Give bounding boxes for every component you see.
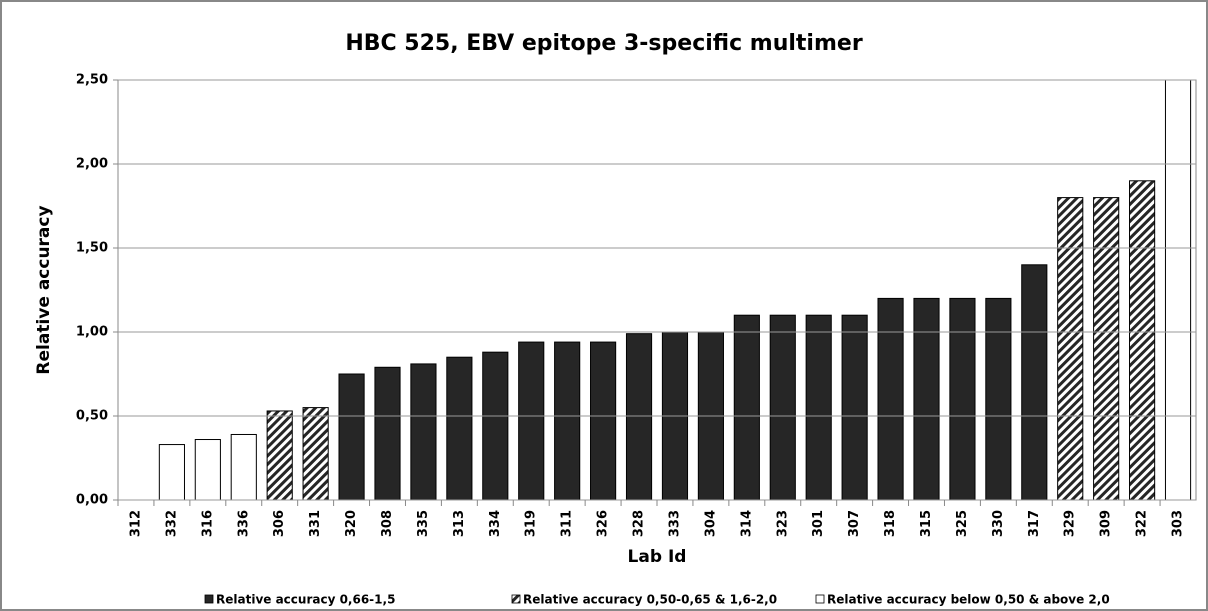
x-tick-label: 315	[919, 510, 934, 537]
x-tick-label: 331	[308, 510, 323, 537]
x-tick-label: 329	[1063, 510, 1078, 537]
y-tick-label: 0,50	[76, 409, 108, 424]
bar	[518, 341, 545, 501]
x-tick-label: 306	[272, 510, 287, 537]
legend-label: Relative accuracy below 0,50 & above 2,0	[827, 593, 1110, 607]
x-tick-label: 336	[236, 510, 251, 537]
bar	[338, 373, 365, 501]
bar	[733, 314, 760, 501]
legend-marker	[815, 594, 825, 604]
bar	[302, 407, 329, 501]
bar	[805, 314, 832, 501]
legend-label: Relative accuracy 0,66-1,5	[216, 593, 395, 607]
bar	[554, 341, 581, 501]
bar	[374, 366, 401, 501]
x-tick-label: 334	[488, 510, 503, 537]
chart-title: HBC 525, EBV epitope 3-specific multimer	[345, 31, 863, 56]
x-tick-label: 328	[632, 510, 647, 537]
x-tick-label: 308	[380, 510, 395, 537]
x-tick-label: 318	[883, 510, 898, 537]
bar	[482, 351, 509, 501]
x-tick-label: 330	[991, 510, 1006, 537]
bar	[769, 314, 796, 501]
bar	[985, 297, 1012, 501]
bar	[266, 410, 293, 501]
x-tick-label: 323	[775, 510, 790, 537]
y-tick-label: 1,00	[76, 325, 108, 340]
bar	[1129, 180, 1156, 501]
y-tick-label: 2,50	[76, 73, 108, 88]
bar	[194, 439, 221, 501]
legend-marker	[511, 594, 521, 604]
bar	[1057, 197, 1084, 501]
x-tick-label: 322	[1135, 510, 1150, 537]
x-tick-label: 320	[344, 510, 359, 537]
x-tick-label: 304	[703, 510, 718, 537]
bar	[877, 297, 904, 501]
bar	[625, 333, 653, 501]
y-tick-label: 0,00	[76, 493, 108, 508]
legend-marker	[204, 594, 214, 604]
x-tick-label: 313	[452, 510, 467, 537]
x-tick-label: 314	[739, 510, 754, 537]
y-tick-label: 1,50	[76, 241, 108, 256]
bar	[949, 297, 976, 501]
bar	[841, 314, 868, 501]
x-tick-label: 325	[955, 510, 970, 537]
x-tick-label: 326	[596, 510, 611, 537]
x-tick-label: 309	[1099, 510, 1114, 537]
bar	[1093, 197, 1120, 501]
bar	[410, 363, 437, 501]
x-tick-label: 317	[1027, 510, 1042, 537]
x-tick-label: 319	[524, 510, 539, 537]
bar	[1021, 264, 1048, 501]
x-tick-label: 316	[200, 510, 215, 537]
x-axis-title: Lab Id	[628, 547, 687, 567]
x-tick-label: 333	[667, 510, 682, 537]
x-tick-label: 312	[128, 510, 143, 537]
y-axis-title: Relative accuracy	[34, 205, 54, 374]
bar	[1164, 80, 1192, 501]
x-tick-label: 303	[1171, 510, 1186, 537]
x-tick-label: 307	[847, 510, 862, 537]
x-tick-label: 332	[164, 510, 179, 537]
bar	[158, 444, 185, 501]
x-tick-label: 335	[416, 510, 431, 537]
bar	[913, 297, 940, 501]
bar	[230, 433, 257, 501]
bar	[446, 356, 473, 501]
x-tick-label: 301	[811, 510, 826, 537]
y-tick-label: 2,00	[76, 157, 108, 172]
x-tick-label: 311	[560, 510, 575, 537]
legend-label: Relative accuracy 0,50-0,65 & 1,6-2,0	[523, 593, 777, 607]
bar	[590, 341, 617, 501]
